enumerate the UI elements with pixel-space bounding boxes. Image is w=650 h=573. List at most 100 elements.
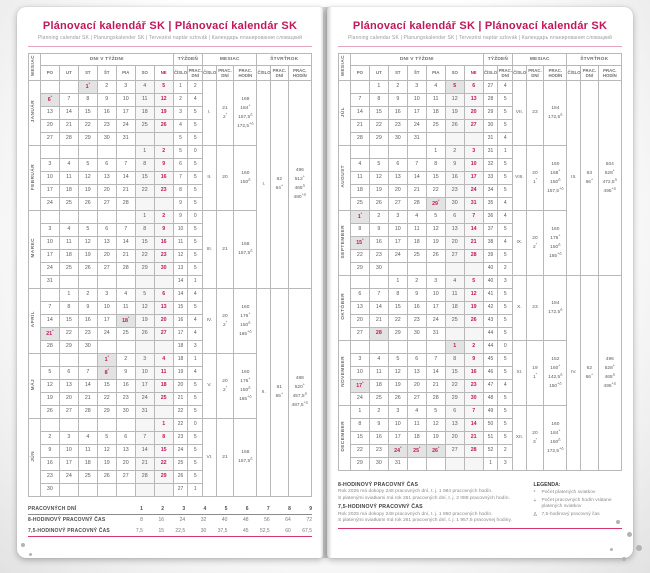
day-cell: 20 — [115, 456, 136, 471]
day-cell: 17 — [96, 313, 117, 328]
day-cell: 4 — [134, 79, 155, 94]
day-cell: 9 — [39, 443, 60, 458]
day-cell: 7 — [368, 287, 389, 302]
day-cell — [134, 339, 155, 354]
month-numeral-value: III. — [206, 246, 213, 252]
day-cell: 17* — [349, 378, 370, 393]
day-cell — [58, 144, 79, 159]
day-cell: 5 — [134, 287, 155, 302]
day-cell: 8 — [134, 157, 155, 172]
week-working-days: 5 — [187, 456, 204, 471]
month-numeral-value: X. — [517, 305, 522, 311]
day-cell: 28 — [58, 131, 79, 146]
cover-dot — [636, 545, 642, 551]
week-working-days: 5 — [497, 157, 514, 172]
month-label-text: AUGUST — [341, 165, 347, 188]
day-cell — [463, 131, 484, 146]
day-cell: 7 — [425, 352, 446, 367]
day-cell — [406, 144, 427, 159]
page-right: Plánovací kalendář SK | Plánovací kalend… — [327, 7, 633, 558]
day-cell: 15 — [58, 313, 79, 328]
day-cell: 11 — [77, 443, 98, 458]
month-label: JÚL — [338, 79, 351, 146]
legend-block: LEGENDA: * Počet platených sviatkov + Počet … — [525, 479, 622, 523]
day-cell — [387, 144, 408, 159]
week-number: 52 — [482, 443, 499, 458]
quarter-working-days-value: 66+ — [585, 177, 594, 185]
day-cell: 17 — [39, 248, 60, 263]
week-row: DECEMBER 1 2 3 4 5 6 7 49 5 XII. 20 3* 160 184+ 150Δ 172… — [338, 404, 622, 471]
month-working-hours-value: 172,5+Δ — [547, 446, 564, 454]
day-cell: 22 — [153, 456, 174, 471]
day-cell — [463, 326, 484, 341]
quarter-working-hours-value: 457,5Δ — [292, 391, 308, 400]
day-cell: 20 — [349, 313, 370, 328]
week-row: 11 12 13 14 15 16 17 33 5 — [339, 170, 622, 185]
day-cell: 20 — [444, 235, 465, 250]
week-row: MÁJ 1* 2 3 4 18 1 V. 20 2* 160 176+ 150Δ 165+Δ — [28, 352, 312, 419]
day-cell — [77, 209, 98, 224]
week-row: MAREC 1 2 9 0 III. 21 168 157,5Δ — [28, 209, 312, 289]
day-cell: 17 — [387, 235, 408, 250]
quarter-working-hours-value: 465Δ — [604, 372, 616, 380]
week-working-days: 4 — [497, 196, 514, 211]
day-cell: 31 — [425, 326, 446, 341]
worktable-value: 8 — [140, 517, 143, 524]
week-prac-dni-header: PRAC. DNÍ — [497, 65, 514, 81]
month-working-days: 20 2* — [215, 352, 235, 419]
day-cell: 28 — [115, 196, 136, 211]
day-cell: 31 — [134, 404, 155, 419]
day-cell: 26 — [134, 326, 155, 341]
day-cell — [58, 352, 79, 367]
day-cell: 22 — [134, 183, 155, 198]
day-cell: 2 — [368, 404, 389, 419]
day-cell: 29 — [153, 469, 174, 484]
day-cell: 8* — [96, 365, 117, 380]
day-cell: 24 — [96, 326, 117, 341]
week-working-days: 5 — [497, 170, 514, 185]
quarter-working-hours-value: 495+Δ — [603, 381, 617, 389]
month-working-hours-value: 172,5+Δ — [237, 121, 254, 129]
day-cell: 28 — [406, 196, 427, 211]
header-mesiac-vertical: MESIAC — [338, 53, 351, 81]
week-row: APRÍL 1 2 3 4 5 6 14 4 IV. 20 2* 160 176+ 150Δ 165+Δ II.… — [28, 287, 313, 497]
month-working-hours-value: 157,5Δ — [238, 112, 253, 120]
day-cell: 1* — [96, 352, 117, 367]
day-cell — [349, 79, 370, 94]
day-cell — [115, 339, 136, 354]
week-number: 23 — [172, 430, 189, 445]
day-cell — [58, 417, 79, 432]
week-working-days: 1 — [497, 144, 514, 159]
week-number: 9 — [172, 209, 189, 224]
month-working-hours-value: 160 — [241, 369, 250, 375]
day-cell — [77, 417, 98, 432]
day-cell: 30 — [387, 131, 408, 146]
day-cell: 15 — [153, 443, 174, 458]
day-cell: 10 — [425, 287, 446, 302]
month-numeral: IX. — [512, 209, 527, 276]
quarter-working-days: 62 66+ — [580, 274, 599, 471]
day-cell: 22 — [134, 248, 155, 263]
day-cell: 25 — [77, 469, 98, 484]
quarter-working-hours: 488 520+ 457,5Δ 487,5+Δ — [287, 287, 313, 497]
week-row: 19 20 21 22 23 24 25 21 5 — [29, 391, 312, 406]
month-working-days: 23 — [525, 79, 545, 146]
worktable-value: 3 — [164, 503, 186, 516]
worktable-value: 37,5 — [217, 527, 228, 534]
month-working-hours-value: 160+ — [550, 363, 561, 371]
day-cell: 5 — [463, 274, 484, 289]
day-cell: 31 — [406, 131, 427, 146]
month-prac-dni-header: PRAC. DNÍ — [525, 65, 545, 81]
day-cell: 10 — [115, 92, 136, 107]
week-row: 28 29 30 31 31 4 — [339, 131, 622, 146]
day-cell: 9 — [368, 222, 389, 237]
day-cell: 14 — [58, 105, 79, 120]
month-working-hours: 160 176+ 150Δ 165+Δ — [233, 287, 258, 354]
day-cell: 28 — [349, 131, 370, 146]
day-cell: 16 — [406, 300, 427, 315]
week-number: 44 — [482, 339, 499, 354]
day-cell: 14 — [39, 313, 60, 328]
day-cell — [425, 131, 446, 146]
day-cell: 2 — [406, 274, 427, 289]
day-cell: 3 — [387, 404, 408, 419]
